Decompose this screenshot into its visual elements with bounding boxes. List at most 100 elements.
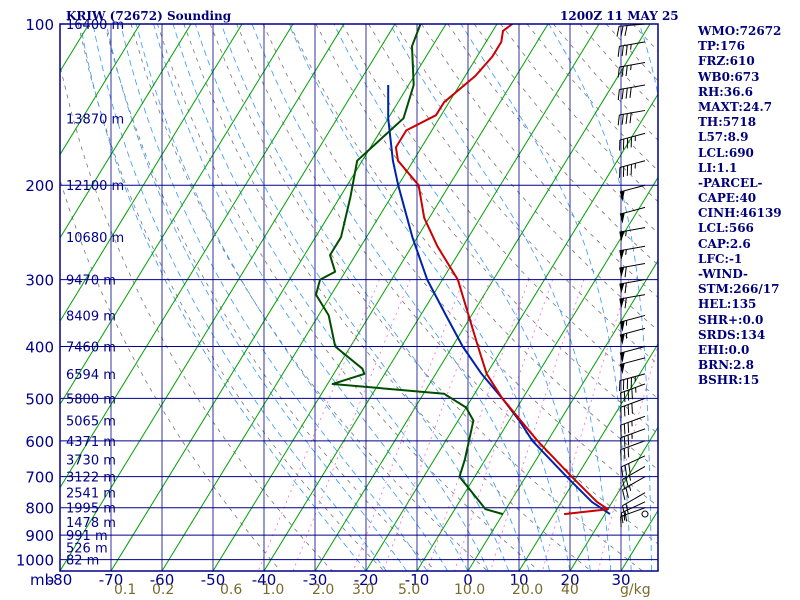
- pressure-tick-label: 500: [25, 390, 54, 408]
- index-item: STM:266/17: [698, 282, 780, 297]
- height-label: 16400 m: [66, 18, 124, 33]
- wind-barb: [620, 428, 646, 449]
- index-item: L57:8.9: [698, 130, 749, 145]
- temperature-tick-label: 20: [560, 571, 579, 589]
- index-item: HEL:135: [698, 297, 757, 312]
- wind-barb: [619, 279, 646, 294]
- mixing-ratio-line: [490, 279, 585, 571]
- height-label: 12100 m: [66, 179, 124, 194]
- pressure-tick-label: 100: [25, 16, 54, 34]
- mixing-ratio-line: [383, 279, 491, 571]
- height-label: 991 m: [66, 529, 108, 544]
- index-item: CAPE:40: [698, 191, 757, 206]
- stability-indices-panel: WMO:72672 TP:176 FRZ:610 WB0:673 RH:36.6 MAXT…: [698, 24, 782, 389]
- temperature-tick-label: -40: [252, 571, 277, 589]
- index-item: WB0:673: [698, 69, 760, 84]
- pressure-tick-label: 900: [25, 527, 54, 545]
- dewpoint-trace: [315, 24, 504, 516]
- index-item: WMO:72672: [698, 24, 782, 38]
- wind-barb: [619, 357, 646, 375]
- index-item: CAP:2.6: [698, 236, 751, 251]
- mixing-ratio-line: [352, 279, 464, 571]
- mixing-ratio-label: 0.1: [114, 582, 136, 598]
- moist-adiabat: [153, 24, 469, 571]
- parcel-trace: [387, 85, 611, 515]
- mixing-ratio-label: g/kg: [620, 582, 651, 598]
- moist-adiabat: [135, 24, 448, 571]
- index-item: LI:1.1: [698, 160, 738, 175]
- moist-adiabat: [333, 24, 591, 571]
- wind-barb: [617, 41, 646, 57]
- mixing-ratio-line: [257, 279, 380, 571]
- dry-adiabat: [315, 24, 658, 435]
- moist-adiabat: [220, 24, 530, 571]
- pressure-tick-label: 400: [25, 338, 54, 356]
- index-item: -WIND-: [698, 267, 748, 281]
- moist-adiabat: [105, 24, 408, 571]
- wind-barb: [619, 206, 646, 224]
- index-item: -PARCEL-: [698, 175, 763, 190]
- height-label: 3730 m: [66, 453, 116, 468]
- wind-barb: [620, 507, 646, 528]
- wind-barb: [620, 455, 646, 478]
- temperature-tick-label: 30: [611, 571, 630, 589]
- mixing-ratio-label: 3.0: [352, 582, 374, 598]
- plot-area: [60, 24, 658, 571]
- pressure-tick-label: 800: [25, 500, 54, 518]
- moist-adiabat: [639, 24, 658, 98]
- isotherm: [569, 426, 658, 571]
- temperature-tick-label: 0: [463, 571, 473, 589]
- dry-adiabat: [60, 178, 282, 571]
- isotherm: [467, 259, 658, 571]
- isotherm: [263, 24, 600, 571]
- height-label: 8409 m: [66, 309, 116, 324]
- wind-barb: [619, 294, 646, 309]
- temperature-tick-label: -50: [201, 571, 226, 589]
- height-label: 526 m: [66, 542, 108, 557]
- wind-barb: [619, 184, 646, 202]
- mixing-ratio-line: [542, 279, 630, 571]
- wind-barb: [641, 510, 649, 518]
- wind-barb: [621, 492, 646, 517]
- index-item: LCL:690: [698, 145, 754, 160]
- moist-adiabat: [195, 24, 510, 571]
- temperature-tick-label: 10: [509, 571, 528, 589]
- mixing-ratio-line: [427, 279, 530, 571]
- mixing-ratio-label: 10.0: [454, 582, 485, 598]
- mixing-ratio-label: 2.0: [312, 582, 334, 598]
- isotherm: [110, 24, 447, 571]
- wind-barb: [620, 415, 646, 436]
- isotherm: [314, 24, 651, 571]
- isotherm: [60, 24, 396, 571]
- wind-barb: [619, 245, 646, 261]
- chart-title: KRIW (72672) Sounding: [66, 9, 232, 23]
- mixing-ratio-label: 0.2: [152, 582, 174, 598]
- temperature-tick-label: -20: [354, 571, 379, 589]
- temperature-tick-label: -70: [99, 571, 124, 589]
- wind-barb: [619, 160, 646, 178]
- wind-barb: [617, 84, 646, 100]
- pressure-tick-label: 700: [25, 469, 54, 487]
- dry-adiabat: [104, 24, 437, 571]
- moist-adiabat: [460, 24, 632, 571]
- temperature-tick-label: -30: [303, 571, 328, 589]
- height-label: 3122 m: [66, 471, 116, 486]
- wind-barb: [619, 346, 646, 363]
- moist-adiabat: [251, 24, 550, 571]
- isotherm: [161, 24, 498, 571]
- height-label: 5065 m: [66, 415, 116, 430]
- wind-barb: [617, 62, 646, 78]
- moist-adiabat: [548, 24, 652, 571]
- height-label: 1478 m: [66, 516, 116, 531]
- sounding-timestamp: 1200Z 11 MAY 25: [560, 9, 679, 23]
- height-label: 4371 m: [66, 435, 116, 450]
- wind-barb: [620, 397, 646, 418]
- mixing-ratio-label: 40: [561, 582, 579, 598]
- wind-barb: [617, 109, 646, 126]
- dry-adiabat: [262, 24, 658, 507]
- temperature-tick-label: -60: [150, 571, 175, 589]
- dry-adiabat: [60, 62, 333, 571]
- height-label: 13870 m: [66, 112, 124, 127]
- dry-adiabat: [289, 24, 658, 471]
